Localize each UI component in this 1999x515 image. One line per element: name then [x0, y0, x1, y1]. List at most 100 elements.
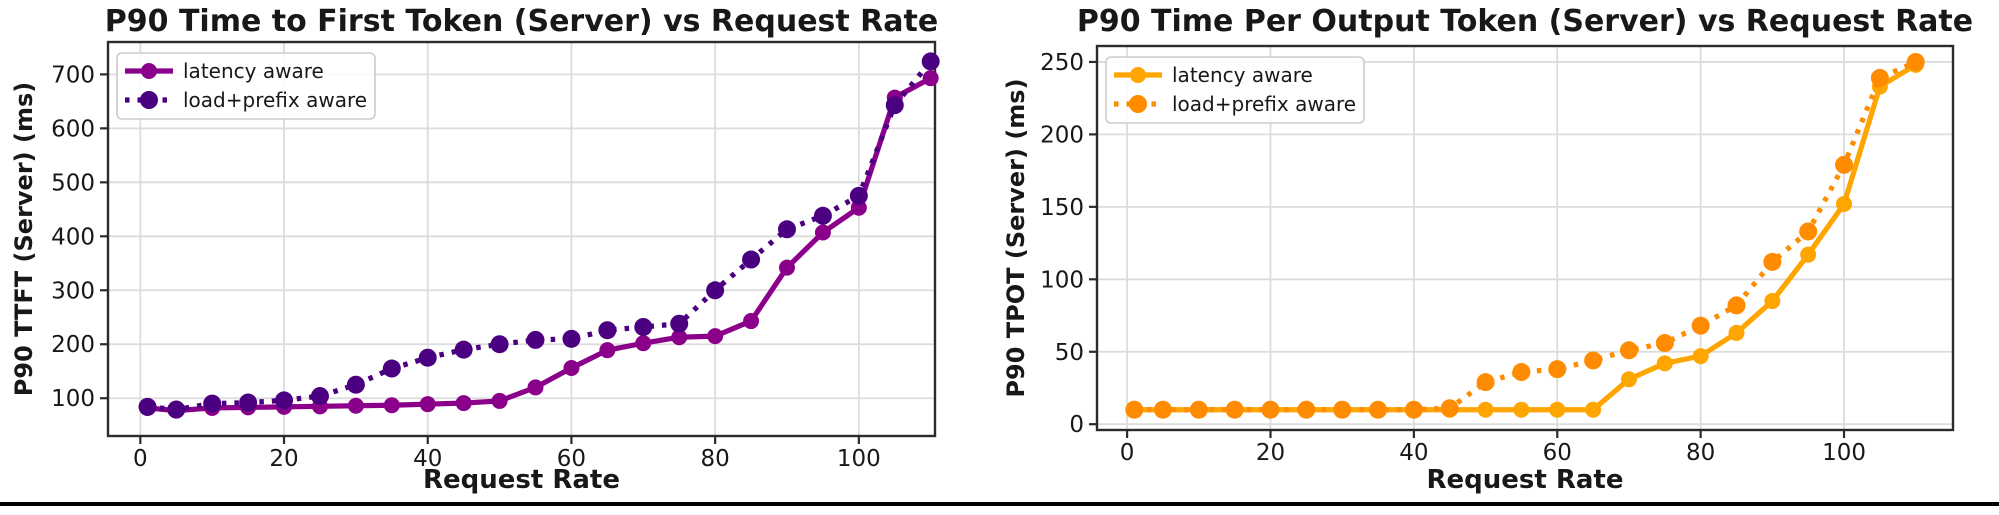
x-tick-label: 0	[1120, 440, 1135, 466]
legend-marker-sample	[1129, 95, 1147, 113]
legend-item: load+prefix aware	[125, 88, 367, 112]
data-point-marker	[454, 340, 473, 359]
y-tick-label: 400	[51, 224, 95, 250]
data-point-marker	[346, 375, 365, 394]
y-tick-label: 500	[51, 170, 95, 196]
legend-label: load+prefix aware	[1172, 92, 1356, 116]
bottom-divider	[0, 502, 1999, 506]
data-point-marker	[1153, 400, 1172, 419]
data-point-marker	[813, 206, 832, 225]
data-point-marker	[526, 330, 545, 349]
x-tick-label: 40	[1399, 440, 1428, 466]
legend-item: load+prefix aware	[1114, 92, 1356, 116]
ttft-chart: 0 20 40 60 80 100 100 200 300 400 500 600 700 P90 Tim…	[10, 4, 940, 495]
legend-marker-sample	[140, 91, 158, 109]
data-point-marker	[1620, 371, 1637, 388]
data-point-marker	[1727, 296, 1746, 315]
data-point-marker	[1584, 351, 1603, 370]
x-tick-label: 20	[269, 446, 298, 472]
x-axis-label: Request Rate	[423, 465, 620, 495]
data-point-marker	[167, 400, 186, 419]
data-point-marker	[849, 186, 868, 205]
data-point-marker	[455, 395, 472, 412]
data-point-marker	[1800, 246, 1817, 263]
data-point-marker	[383, 397, 400, 414]
legend-item: latency aware	[125, 59, 324, 83]
data-point-marker	[1369, 400, 1388, 419]
data-point-marker	[1440, 399, 1459, 418]
y-axis-label: P90 TTFT (Server) (ms)	[10, 82, 38, 396]
y-tick-label: 100	[51, 386, 95, 412]
y-tick-label: 50	[1055, 340, 1084, 366]
x-tick-label: 60	[557, 446, 586, 472]
x-axis-label: Request Rate	[1427, 465, 1624, 495]
data-point-marker	[1728, 324, 1745, 341]
data-point-marker	[885, 96, 904, 115]
y-tick-label: 250	[1040, 50, 1084, 76]
data-point-marker	[1333, 400, 1352, 419]
data-point-marker	[1655, 334, 1674, 353]
y-axis-label: P90 TPOT (Server) (ms)	[1002, 78, 1030, 397]
chart-title: P90 Time Per Output Token (Server) vs Re…	[1077, 4, 1973, 39]
data-point-marker	[635, 335, 652, 352]
data-point-marker	[743, 313, 760, 330]
legend: latency aware load+prefix aware	[1105, 56, 1365, 124]
data-point-marker	[1836, 195, 1853, 212]
legend-label: latency aware	[183, 59, 324, 83]
data-point-marker	[527, 379, 544, 396]
x-tick-label: 100	[837, 446, 881, 472]
y-tick-label: 100	[1040, 267, 1084, 293]
data-point-marker	[491, 392, 508, 409]
y-tick-label: 200	[1040, 122, 1084, 148]
data-point-marker	[1835, 155, 1854, 174]
plot-border	[106, 40, 937, 438]
data-point-marker	[347, 397, 364, 414]
y-tick-label: 700	[51, 62, 95, 88]
legend-label: latency aware	[1172, 63, 1313, 87]
data-point-marker	[562, 329, 581, 348]
x-tick-label: 40	[413, 446, 442, 472]
legend-item: latency aware	[1114, 63, 1313, 87]
data-point-marker	[1870, 68, 1889, 87]
x-tick-label: 80	[1686, 440, 1715, 466]
data-point-marker	[1189, 400, 1208, 419]
data-point-marker	[1476, 373, 1495, 392]
data-point-marker	[634, 317, 653, 336]
legend-marker-sample	[1130, 67, 1146, 83]
series-line-load-prefix-aware	[147, 59, 933, 413]
data-point-marker	[1477, 401, 1494, 418]
data-point-marker	[138, 397, 157, 416]
data-point-marker	[1125, 400, 1144, 419]
data-point-marker	[1619, 341, 1638, 360]
data-point-marker	[1513, 401, 1530, 418]
tpot-chart-svg: 0 20 40 60 80 100 0 50 100 150 200 250 P90 Time Per …	[1002, 4, 1973, 495]
ttft-chart-svg: 0 20 40 60 80 100 100 200 300 400 500 600 700 P90 Tim…	[10, 4, 940, 495]
data-point-marker	[1225, 400, 1244, 419]
x-tick-label: 20	[1256, 440, 1285, 466]
chart-title: P90 Time to First Token (Server) vs Requ…	[105, 4, 938, 39]
data-point-marker	[777, 220, 796, 239]
data-point-marker	[1297, 400, 1316, 419]
y-tick-label: 0	[1069, 412, 1084, 438]
data-point-marker	[670, 314, 689, 333]
y-tick-label: 300	[51, 278, 95, 304]
data-point-marker	[707, 328, 724, 345]
data-point-marker	[1549, 401, 1566, 418]
legend-marker-sample	[141, 63, 157, 79]
data-point-marker	[275, 391, 294, 410]
data-point-marker	[1261, 400, 1280, 419]
legend-box	[116, 52, 376, 120]
y-tick-label: 150	[1040, 195, 1084, 221]
data-point-marker	[1656, 355, 1673, 372]
data-point-marker	[1906, 52, 1925, 71]
data-point-marker	[598, 321, 617, 340]
data-point-marker	[814, 224, 831, 241]
x-tick-label: 60	[1543, 440, 1572, 466]
legend: latency aware load+prefix aware	[116, 52, 376, 120]
data-point-marker	[382, 359, 401, 378]
data-point-marker	[742, 250, 761, 269]
data-point-marker	[1548, 360, 1567, 379]
data-point-marker	[1585, 401, 1602, 418]
data-point-marker	[1799, 222, 1818, 241]
